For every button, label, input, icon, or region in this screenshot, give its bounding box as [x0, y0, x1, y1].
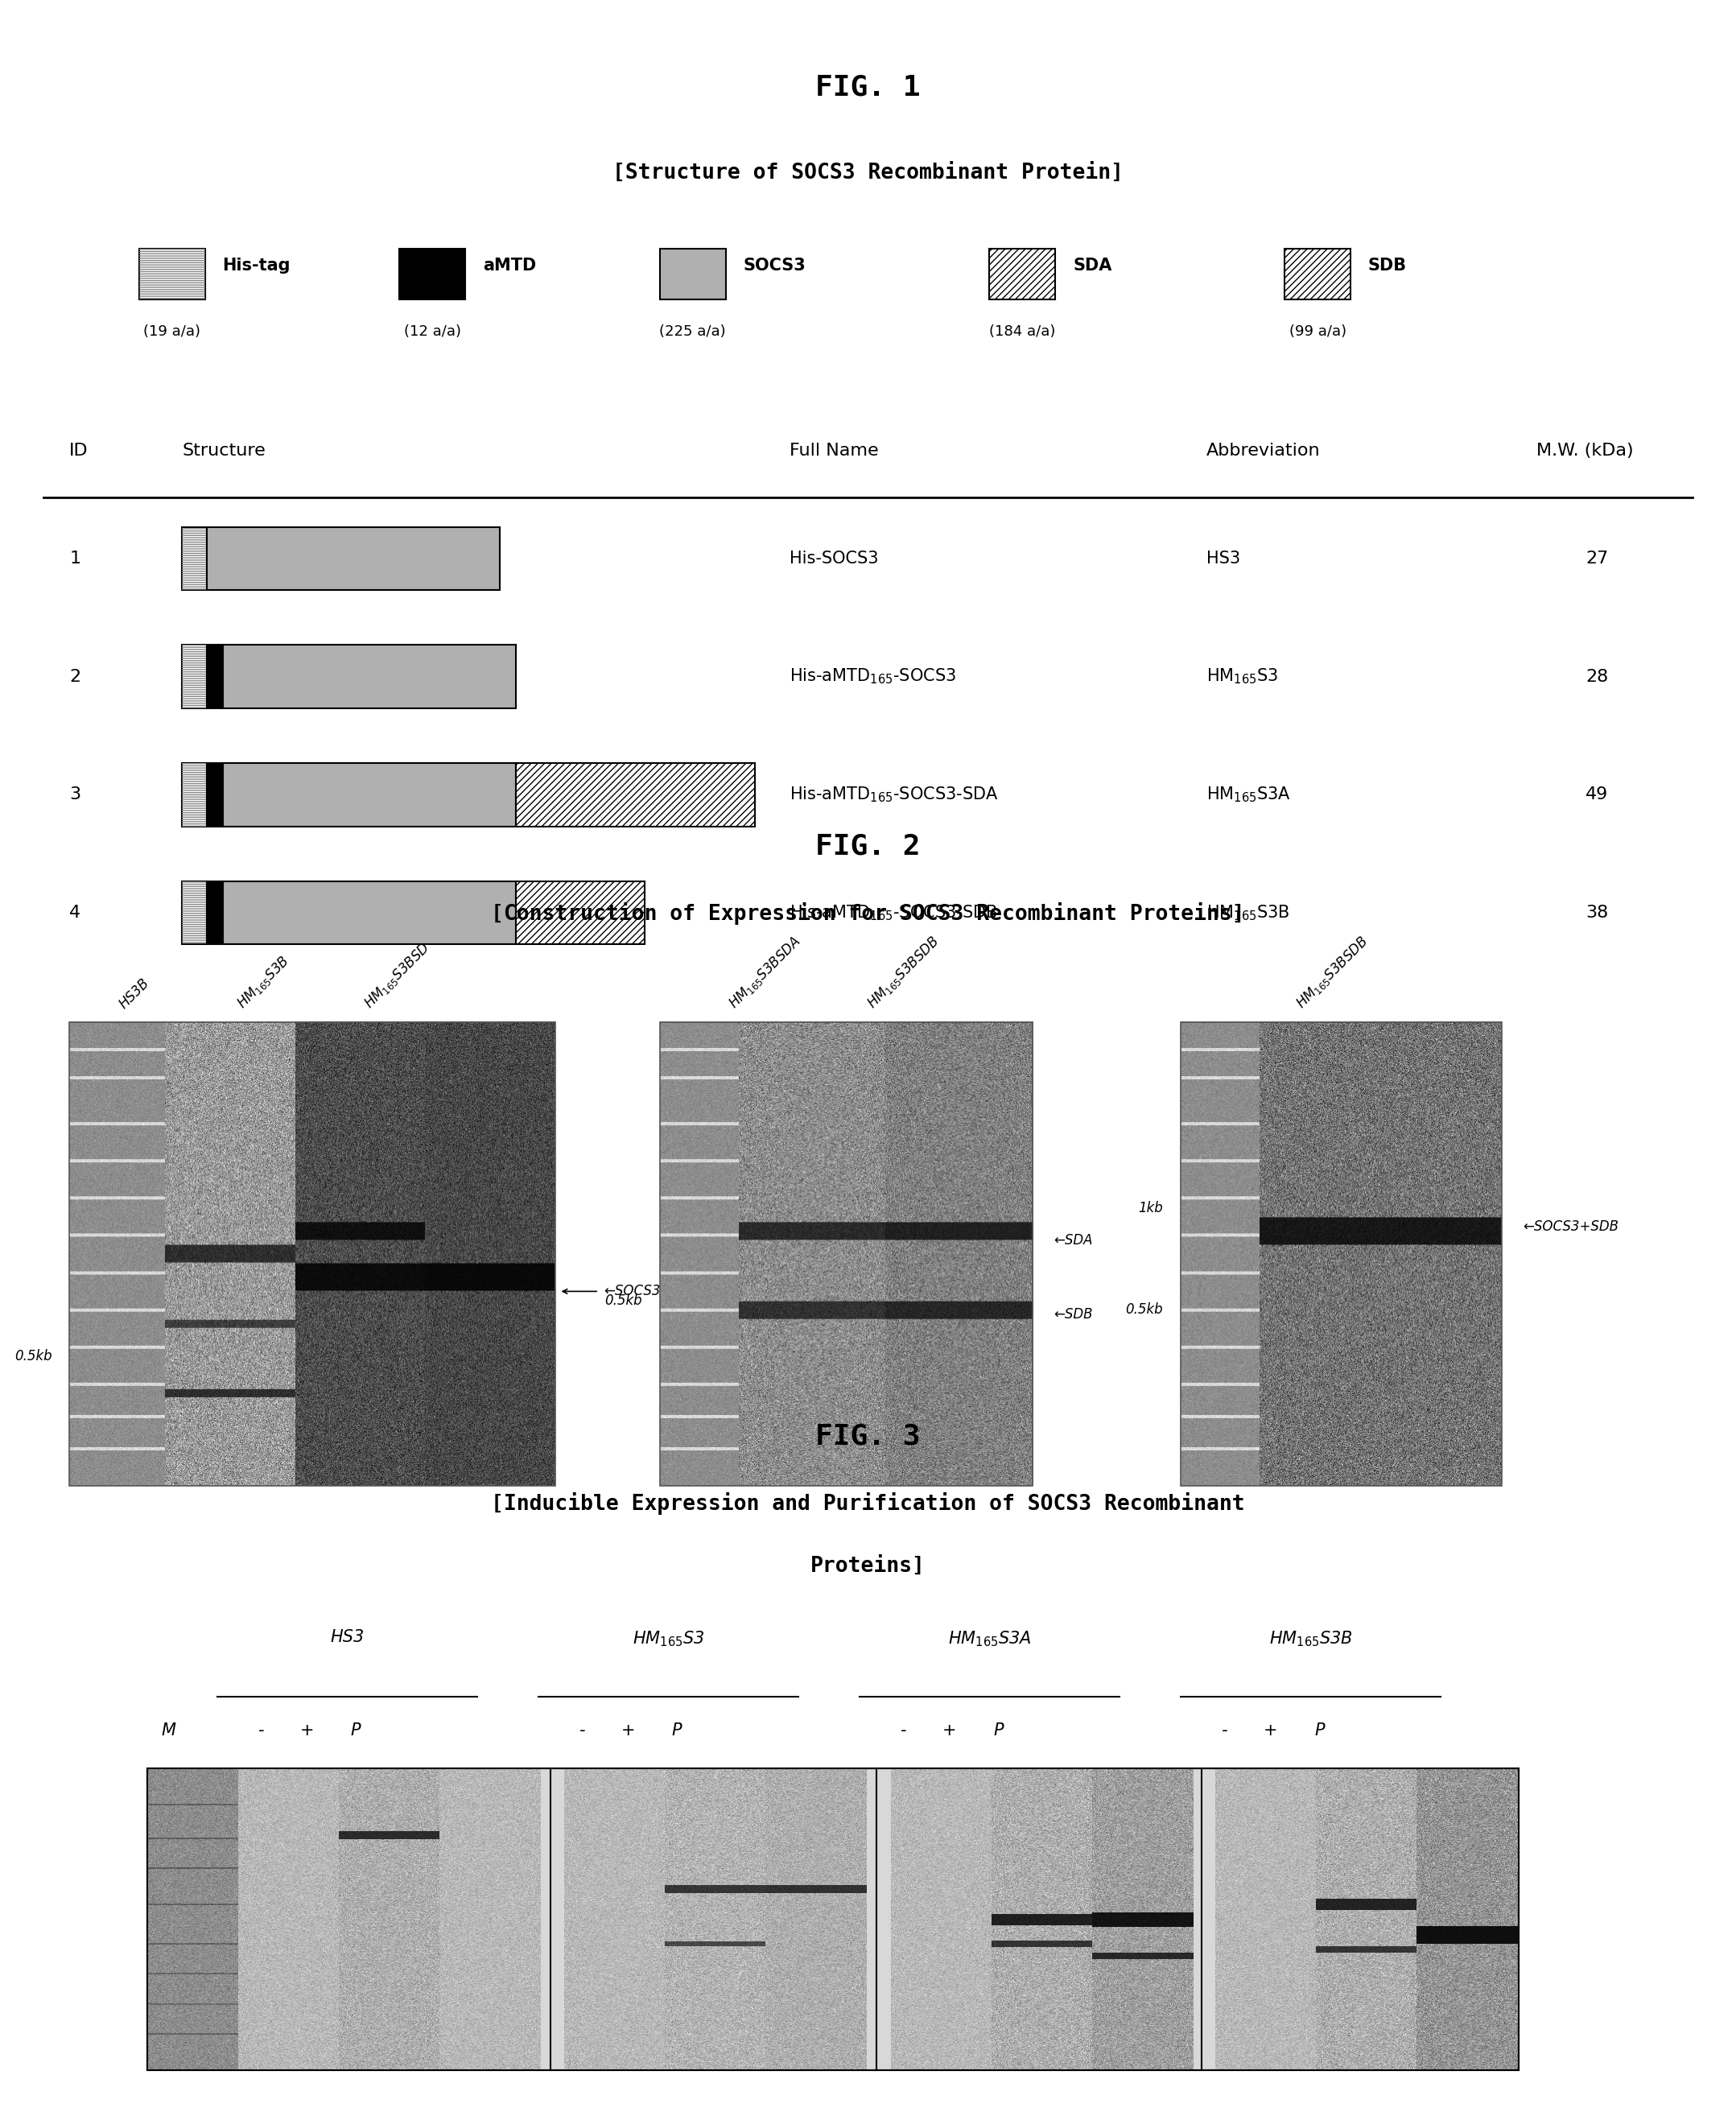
Text: P: P — [351, 1722, 361, 1739]
Text: -: - — [578, 1722, 585, 1739]
Text: SDB: SDB — [1368, 257, 1406, 274]
Bar — [1180, 1022, 1502, 1486]
Text: M.W. (kDa): M.W. (kDa) — [1536, 443, 1634, 460]
Text: 27: 27 — [1585, 550, 1609, 567]
Text: 0.5kb: 0.5kb — [604, 1294, 642, 1307]
Text: [Inducible Expression and Purification of SOCS3 Recombinant: [Inducible Expression and Purification o… — [491, 1492, 1245, 1516]
Text: (225 a/a): (225 a/a) — [660, 325, 726, 339]
Bar — [660, 1022, 1033, 1486]
Bar — [222, 881, 516, 944]
Text: -: - — [257, 1722, 264, 1739]
Text: 4: 4 — [69, 904, 82, 921]
Bar — [182, 645, 207, 708]
Text: (99 a/a): (99 a/a) — [1290, 325, 1345, 339]
Text: 28: 28 — [1585, 668, 1609, 685]
Text: -: - — [1220, 1722, 1227, 1739]
Text: M: M — [161, 1722, 175, 1739]
Text: HM$_{165}$S3B: HM$_{165}$S3B — [1207, 902, 1290, 923]
Text: His-aMTD$_{165}$-SOCS3-SDB: His-aMTD$_{165}$-SOCS3-SDB — [790, 902, 998, 923]
Text: aMTD: aMTD — [483, 257, 536, 274]
Bar — [139, 249, 205, 299]
Text: 3: 3 — [69, 786, 82, 803]
Bar — [207, 763, 222, 826]
Text: P: P — [993, 1722, 1003, 1739]
Text: His-aMTD$_{165}$-SOCS3-SDA: His-aMTD$_{165}$-SOCS3-SDA — [790, 784, 998, 805]
Text: $HM_{165}$S3BSD: $HM_{165}$S3BSD — [361, 940, 434, 1012]
Text: 0.5kb: 0.5kb — [14, 1349, 52, 1364]
Text: $HM_{165}$S3BSDB: $HM_{165}$S3BSDB — [1293, 934, 1371, 1012]
Text: (184 a/a): (184 a/a) — [990, 325, 1055, 339]
Bar — [207, 881, 222, 944]
Text: FIG. 1: FIG. 1 — [816, 74, 920, 101]
Text: $HM_{165}$S3: $HM_{165}$S3 — [632, 1629, 705, 1648]
Bar — [516, 881, 644, 944]
Bar — [69, 1022, 556, 1486]
Text: +: + — [1264, 1722, 1278, 1739]
Text: $HM_{165}$S3BSDA: $HM_{165}$S3BSDA — [726, 934, 804, 1012]
Text: HM$_{165}$S3A: HM$_{165}$S3A — [1207, 784, 1292, 805]
Bar — [399, 249, 465, 299]
Text: $HM_{165}$S3B: $HM_{165}$S3B — [234, 953, 293, 1012]
Text: HS3: HS3 — [1207, 550, 1241, 567]
Text: [Structure of SOCS3 Recombinant Protein]: [Structure of SOCS3 Recombinant Protein] — [613, 162, 1123, 183]
Text: Proteins]: Proteins] — [811, 1556, 925, 1577]
Text: [Construction of Expression for SOCS3 Recombinant Proteins]: [Construction of Expression for SOCS3 Re… — [491, 902, 1245, 925]
Bar — [222, 763, 516, 826]
Text: SDA: SDA — [1073, 257, 1111, 274]
Text: $HM_{165}$S3BSDB: $HM_{165}$S3BSDB — [865, 934, 943, 1012]
Bar — [182, 527, 207, 590]
Text: HS3: HS3 — [330, 1629, 365, 1646]
Text: 2: 2 — [69, 668, 82, 685]
Bar — [182, 645, 207, 708]
Bar — [990, 249, 1055, 299]
Text: (19 a/a): (19 a/a) — [144, 325, 200, 339]
Bar — [148, 1769, 1519, 2070]
Bar — [182, 763, 207, 826]
Text: 1: 1 — [69, 550, 82, 567]
Text: His-tag: His-tag — [222, 257, 290, 274]
Text: 0.5kb: 0.5kb — [1125, 1303, 1163, 1318]
Text: SOCS3: SOCS3 — [743, 257, 806, 274]
Text: FIG. 3: FIG. 3 — [816, 1423, 920, 1450]
Text: +: + — [300, 1722, 314, 1739]
Bar — [139, 249, 205, 299]
Bar — [182, 881, 207, 944]
Text: P: P — [1314, 1722, 1325, 1739]
Text: Structure: Structure — [182, 443, 266, 460]
Text: (12 a/a): (12 a/a) — [404, 325, 460, 339]
Bar — [182, 527, 207, 590]
Bar — [516, 763, 755, 826]
Text: +: + — [621, 1722, 635, 1739]
Bar — [660, 249, 726, 299]
Text: ←SDB: ←SDB — [1054, 1307, 1092, 1322]
Text: -: - — [899, 1722, 906, 1739]
Bar — [207, 645, 222, 708]
Text: +: + — [943, 1722, 957, 1739]
Text: P: P — [672, 1722, 682, 1739]
Text: HM$_{165}$S3: HM$_{165}$S3 — [1207, 666, 1278, 687]
Text: Full Name: Full Name — [790, 443, 878, 460]
Bar — [182, 763, 207, 826]
Text: HS3B: HS3B — [116, 976, 153, 1012]
Text: ID: ID — [69, 443, 89, 460]
Text: 1kb: 1kb — [1139, 1202, 1163, 1214]
Text: FIG. 2: FIG. 2 — [816, 833, 920, 860]
Text: 49: 49 — [1585, 786, 1609, 803]
Text: ←SDA: ←SDA — [1054, 1233, 1092, 1248]
Text: $HM_{165}$S3A: $HM_{165}$S3A — [948, 1629, 1031, 1648]
Bar — [148, 1769, 1519, 2070]
Text: ←SOCS3: ←SOCS3 — [604, 1284, 661, 1299]
Text: ←SOCS3+SDB: ←SOCS3+SDB — [1522, 1218, 1618, 1233]
Text: 38: 38 — [1585, 904, 1609, 921]
Text: His-SOCS3: His-SOCS3 — [790, 550, 878, 567]
Text: $HM_{165}$S3B: $HM_{165}$S3B — [1269, 1629, 1352, 1648]
Text: His-aMTD$_{165}$-SOCS3: His-aMTD$_{165}$-SOCS3 — [790, 666, 957, 687]
Bar — [222, 645, 516, 708]
Bar — [1285, 249, 1351, 299]
Bar — [207, 527, 500, 590]
Text: Abbreviation: Abbreviation — [1207, 443, 1321, 460]
Bar — [182, 881, 207, 944]
